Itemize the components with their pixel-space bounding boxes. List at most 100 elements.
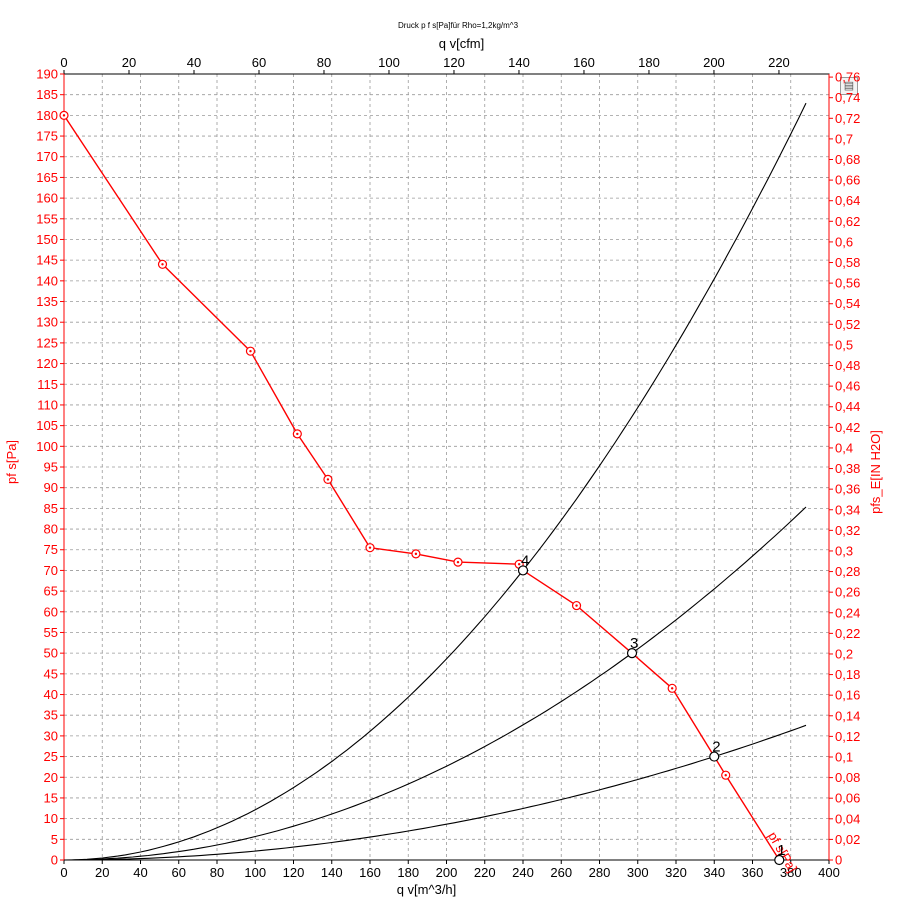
y2-tick-label: 0,62 xyxy=(835,214,860,229)
y2-tick-label: 0,08 xyxy=(835,770,860,785)
y2-tick-label: 0,22 xyxy=(835,626,860,641)
y2-tick-label: 0,52 xyxy=(835,317,860,332)
system-curve-3 xyxy=(64,724,807,861)
y2-tick-label: 0,1 xyxy=(835,749,853,764)
x-tick-label: 20 xyxy=(95,865,109,880)
x2-axis-label: q v[cfm] xyxy=(439,36,485,51)
y-tick-label: 140 xyxy=(36,273,58,288)
x-tick-label: 160 xyxy=(359,865,381,880)
x2-tick-label: 220 xyxy=(768,55,790,70)
x2-tick-label: 100 xyxy=(378,55,400,70)
y2-tick-label: 0,46 xyxy=(835,379,860,394)
y2-tick-label: 0,42 xyxy=(835,420,860,435)
x2-tick-label: 120 xyxy=(443,55,465,70)
x-tick-label: 120 xyxy=(283,865,305,880)
y-tick-label: 95 xyxy=(44,460,58,475)
y2-tick-label: 0,56 xyxy=(835,276,860,291)
y2-tick-label: 0,58 xyxy=(835,255,860,270)
fan-curve-marker-dot xyxy=(724,773,727,777)
y2-tick-label: 0,18 xyxy=(835,667,860,682)
fan-curve-line xyxy=(63,115,780,861)
y2-tick-label: 0,32 xyxy=(835,523,860,538)
y2-tick-label: 0,3 xyxy=(835,543,853,558)
y-tick-label: 85 xyxy=(44,501,58,516)
y2-tick-label: 0,06 xyxy=(835,791,860,806)
y2-tick-label: 0,24 xyxy=(835,605,860,620)
x2-tick-label: 140 xyxy=(508,55,530,70)
x-tick-label: 380 xyxy=(780,865,802,880)
x-tick-label: 260 xyxy=(550,865,572,880)
y2-tick-label: 0,16 xyxy=(835,688,860,703)
fan-curve-marker-dot xyxy=(368,546,372,549)
x-tick-label: 360 xyxy=(742,865,764,880)
x2-tick-label: 40 xyxy=(187,55,201,70)
y2-tick-label: 0,74 xyxy=(835,90,860,105)
y-tick-label: 155 xyxy=(36,211,58,226)
y-tick-label: 115 xyxy=(37,377,58,392)
x-tick-label: 300 xyxy=(627,865,649,880)
y-tick-label: 15 xyxy=(44,790,58,805)
fan-curve-marker-dot xyxy=(414,552,418,556)
y-tick-label: 10 xyxy=(44,811,58,826)
x-tick-label: 240 xyxy=(512,865,534,880)
y-tick-label: 110 xyxy=(37,397,58,412)
fan-curve-marker-dot xyxy=(62,114,66,117)
y-tick-label: 160 xyxy=(36,191,58,206)
y-tick-label: 150 xyxy=(36,232,58,247)
chart-title: Druck p f s[Pa]für Rho=1,2kg/m^3 xyxy=(397,21,519,30)
y2-tick-label: 0,28 xyxy=(835,564,860,579)
y2-tick-label: 0,14 xyxy=(835,708,860,723)
x-tick-label: 80 xyxy=(210,865,224,880)
system-curve-2 xyxy=(64,506,807,861)
fan-curve-marker-dot xyxy=(456,560,460,564)
y2-tick-label: 0,7 xyxy=(835,131,853,146)
y-tick-label: 105 xyxy=(36,418,58,433)
y-tick-label: 190 xyxy=(36,67,58,82)
x-tick-label: 40 xyxy=(133,865,147,880)
y2-tick-label: 0,02 xyxy=(835,832,860,847)
y-tick-label: 5 xyxy=(51,832,58,847)
y-tick-label: 40 xyxy=(44,687,58,702)
y2-tick-label: 0,72 xyxy=(835,111,860,126)
y2-tick-label: 0,54 xyxy=(835,296,860,311)
x-axis-label: q v[m^3/h] xyxy=(397,882,457,897)
operating-point-label: 1 xyxy=(777,842,785,859)
y-tick-label: 75 xyxy=(44,542,58,557)
system-curve-1 xyxy=(63,102,807,861)
x2-tick-label: 80 xyxy=(317,55,331,70)
y-tick-label: 165 xyxy=(36,170,58,185)
y2-tick-label: 0,6 xyxy=(835,234,853,249)
y2-tick-label: 0,04 xyxy=(835,811,860,826)
x-tick-label: 60 xyxy=(172,865,186,880)
y-tick-label: 30 xyxy=(44,728,58,743)
y-tick-label: 35 xyxy=(44,708,58,723)
x-tick-label: 200 xyxy=(436,865,458,880)
x-tick-label: 220 xyxy=(474,865,496,880)
y-tick-label: 80 xyxy=(44,522,58,537)
y-tick-label: 185 xyxy=(36,87,58,102)
x-tick-label: 320 xyxy=(665,865,687,880)
y-tick-label: 90 xyxy=(44,480,58,495)
y-tick-label: 45 xyxy=(44,666,58,681)
operating-point-3 xyxy=(626,648,638,659)
y-tick-label: 25 xyxy=(44,749,58,764)
y-tick-label: 170 xyxy=(36,149,58,164)
chart-menu-icon[interactable]: ▤ xyxy=(840,77,858,95)
x2-tick-label: 180 xyxy=(638,55,660,70)
x2-tick-label: 200 xyxy=(703,55,725,70)
y-tick-label: 125 xyxy=(36,335,58,350)
x-tick-label: 340 xyxy=(703,865,725,880)
operating-point-2 xyxy=(709,751,720,762)
x-tick-label: 400 xyxy=(818,865,840,880)
y-tick-label: 20 xyxy=(44,770,58,785)
y-tick-label: 175 xyxy=(36,129,58,144)
y-tick-label: 55 xyxy=(44,625,58,640)
operating-point-label: 3 xyxy=(630,635,638,652)
operating-point-label: 4 xyxy=(521,552,529,569)
y2-tick-label: 0,66 xyxy=(835,173,860,188)
y2-tick-label: 0,64 xyxy=(835,193,860,208)
operating-point-1 xyxy=(774,854,785,866)
y2-tick-label: 0,5 xyxy=(835,337,853,352)
y2-tick-label: 0,2 xyxy=(835,646,853,661)
